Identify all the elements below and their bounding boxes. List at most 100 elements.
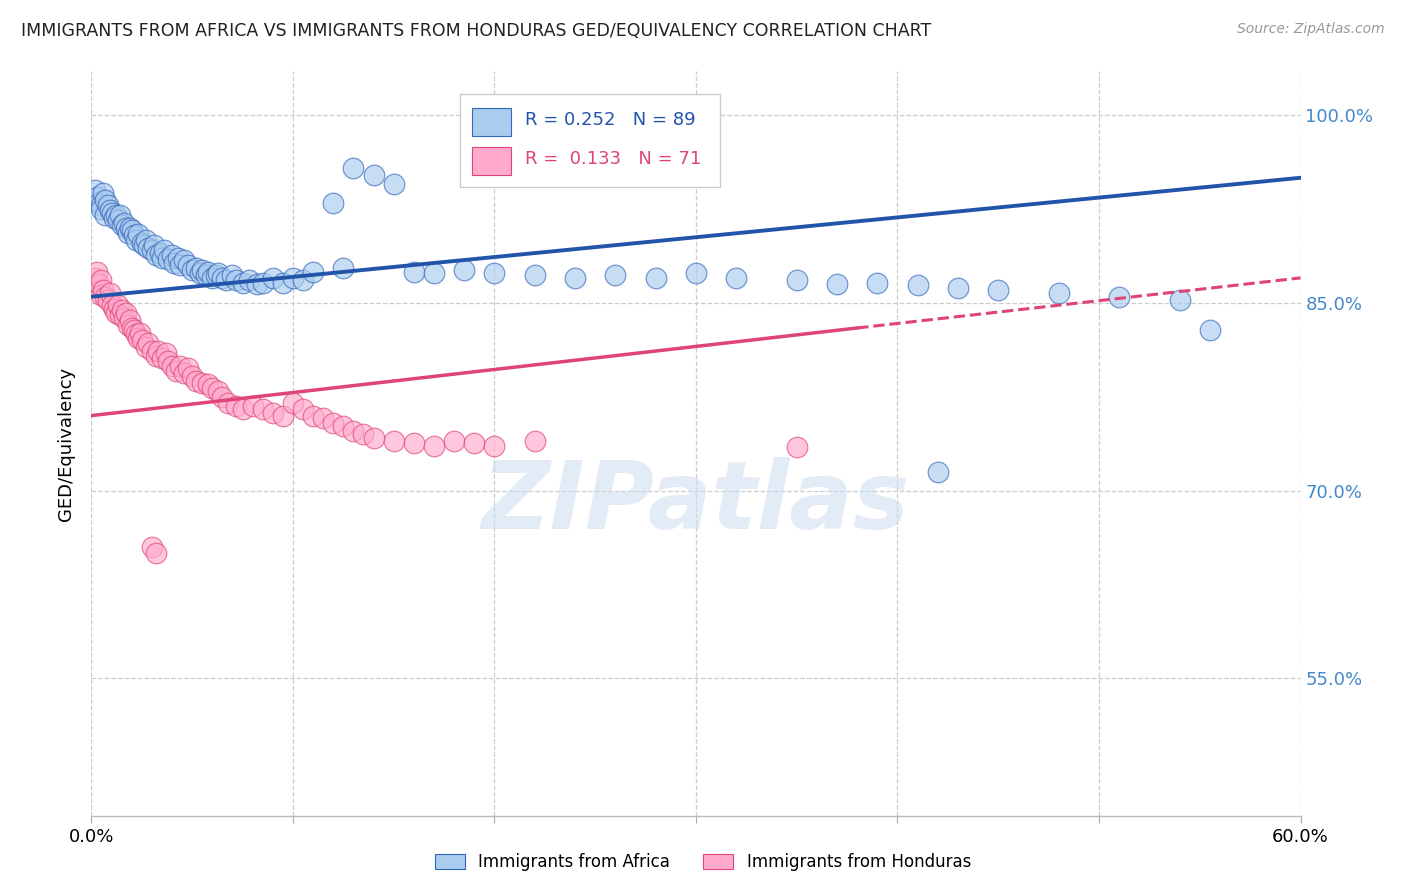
- Point: [188, 266, 211, 280]
- FancyBboxPatch shape: [460, 94, 720, 186]
- Point: [197, 377, 219, 392]
- Point: [825, 277, 848, 292]
- Point: [786, 440, 808, 454]
- Point: [238, 273, 260, 287]
- Point: [121, 223, 143, 237]
- Point: [484, 266, 506, 280]
- Point: [1047, 285, 1070, 300]
- Point: [644, 271, 666, 285]
- Point: [225, 399, 247, 413]
- Point: [136, 336, 159, 351]
- FancyBboxPatch shape: [472, 108, 510, 136]
- Text: IMMIGRANTS FROM AFRICA VS IMMIGRANTS FROM HONDURAS GED/EQUIVALENCY CORRELATION C: IMMIGRANTS FROM AFRICA VS IMMIGRANTS FRO…: [21, 22, 931, 40]
- Point: [322, 416, 344, 430]
- Point: [195, 268, 218, 283]
- Point: [135, 340, 157, 354]
- Point: [181, 368, 204, 383]
- Point: [207, 384, 229, 398]
- Point: [90, 198, 112, 212]
- Point: [866, 276, 889, 290]
- Point: [423, 439, 446, 453]
- Point: [186, 260, 208, 275]
- Point: [786, 273, 808, 287]
- Point: [382, 434, 405, 448]
- Point: [1168, 293, 1191, 308]
- Point: [89, 195, 111, 210]
- Point: [463, 436, 485, 450]
- Point: [145, 546, 167, 560]
- Point: [423, 266, 446, 280]
- Text: R =  0.133   N = 71: R = 0.133 N = 71: [526, 150, 702, 169]
- Point: [201, 381, 224, 395]
- Point: [363, 168, 385, 182]
- Point: [104, 208, 127, 222]
- Point: [117, 318, 139, 333]
- Point: [96, 293, 118, 308]
- Point: [271, 409, 294, 423]
- Point: [112, 310, 135, 325]
- Text: ZIPatlas: ZIPatlas: [482, 458, 910, 549]
- Point: [122, 228, 145, 243]
- Point: [160, 359, 183, 373]
- Point: [149, 245, 172, 260]
- Point: [165, 363, 187, 377]
- Point: [173, 253, 195, 268]
- Text: R = 0.252   N = 89: R = 0.252 N = 89: [526, 111, 696, 128]
- Point: [402, 265, 425, 279]
- Point: [302, 265, 325, 279]
- Point: [382, 177, 405, 191]
- Point: [402, 436, 425, 450]
- Point: [725, 271, 748, 285]
- Point: [322, 195, 344, 210]
- Point: [160, 248, 183, 262]
- Point: [169, 259, 191, 273]
- Point: [186, 374, 208, 388]
- Point: [191, 376, 214, 390]
- Point: [242, 399, 264, 413]
- Point: [94, 194, 117, 208]
- Point: [352, 427, 374, 442]
- Point: [150, 251, 173, 265]
- Point: [685, 266, 707, 280]
- Point: [90, 288, 112, 302]
- Point: [107, 213, 129, 227]
- Point: [136, 241, 159, 255]
- Point: [127, 227, 149, 241]
- Point: [114, 220, 136, 235]
- Point: [117, 226, 139, 240]
- Point: [104, 306, 127, 320]
- Point: [292, 402, 315, 417]
- Point: [107, 298, 129, 312]
- Point: [1108, 290, 1130, 304]
- Point: [112, 216, 135, 230]
- Point: [131, 334, 153, 348]
- Point: [484, 439, 506, 453]
- Point: [121, 321, 143, 335]
- Point: [90, 273, 112, 287]
- Point: [281, 271, 304, 285]
- Point: [215, 273, 238, 287]
- Point: [302, 409, 325, 423]
- Point: [605, 268, 627, 283]
- Point: [146, 343, 169, 358]
- Point: [927, 465, 949, 479]
- Point: [108, 208, 131, 222]
- Point: [205, 268, 228, 283]
- Point: [453, 263, 475, 277]
- Point: [231, 402, 253, 417]
- Point: [135, 233, 157, 247]
- Point: [443, 434, 465, 448]
- Y-axis label: GED/Equivalency: GED/Equivalency: [56, 367, 75, 521]
- Point: [111, 303, 132, 318]
- Point: [332, 418, 354, 433]
- Point: [252, 402, 274, 417]
- Point: [207, 266, 229, 280]
- Point: [103, 302, 125, 317]
- Point: [93, 186, 115, 200]
- Point: [252, 276, 274, 290]
- Point: [156, 252, 179, 267]
- Point: [1198, 323, 1220, 337]
- Point: [114, 306, 136, 320]
- Point: [191, 263, 214, 277]
- Point: [177, 361, 200, 376]
